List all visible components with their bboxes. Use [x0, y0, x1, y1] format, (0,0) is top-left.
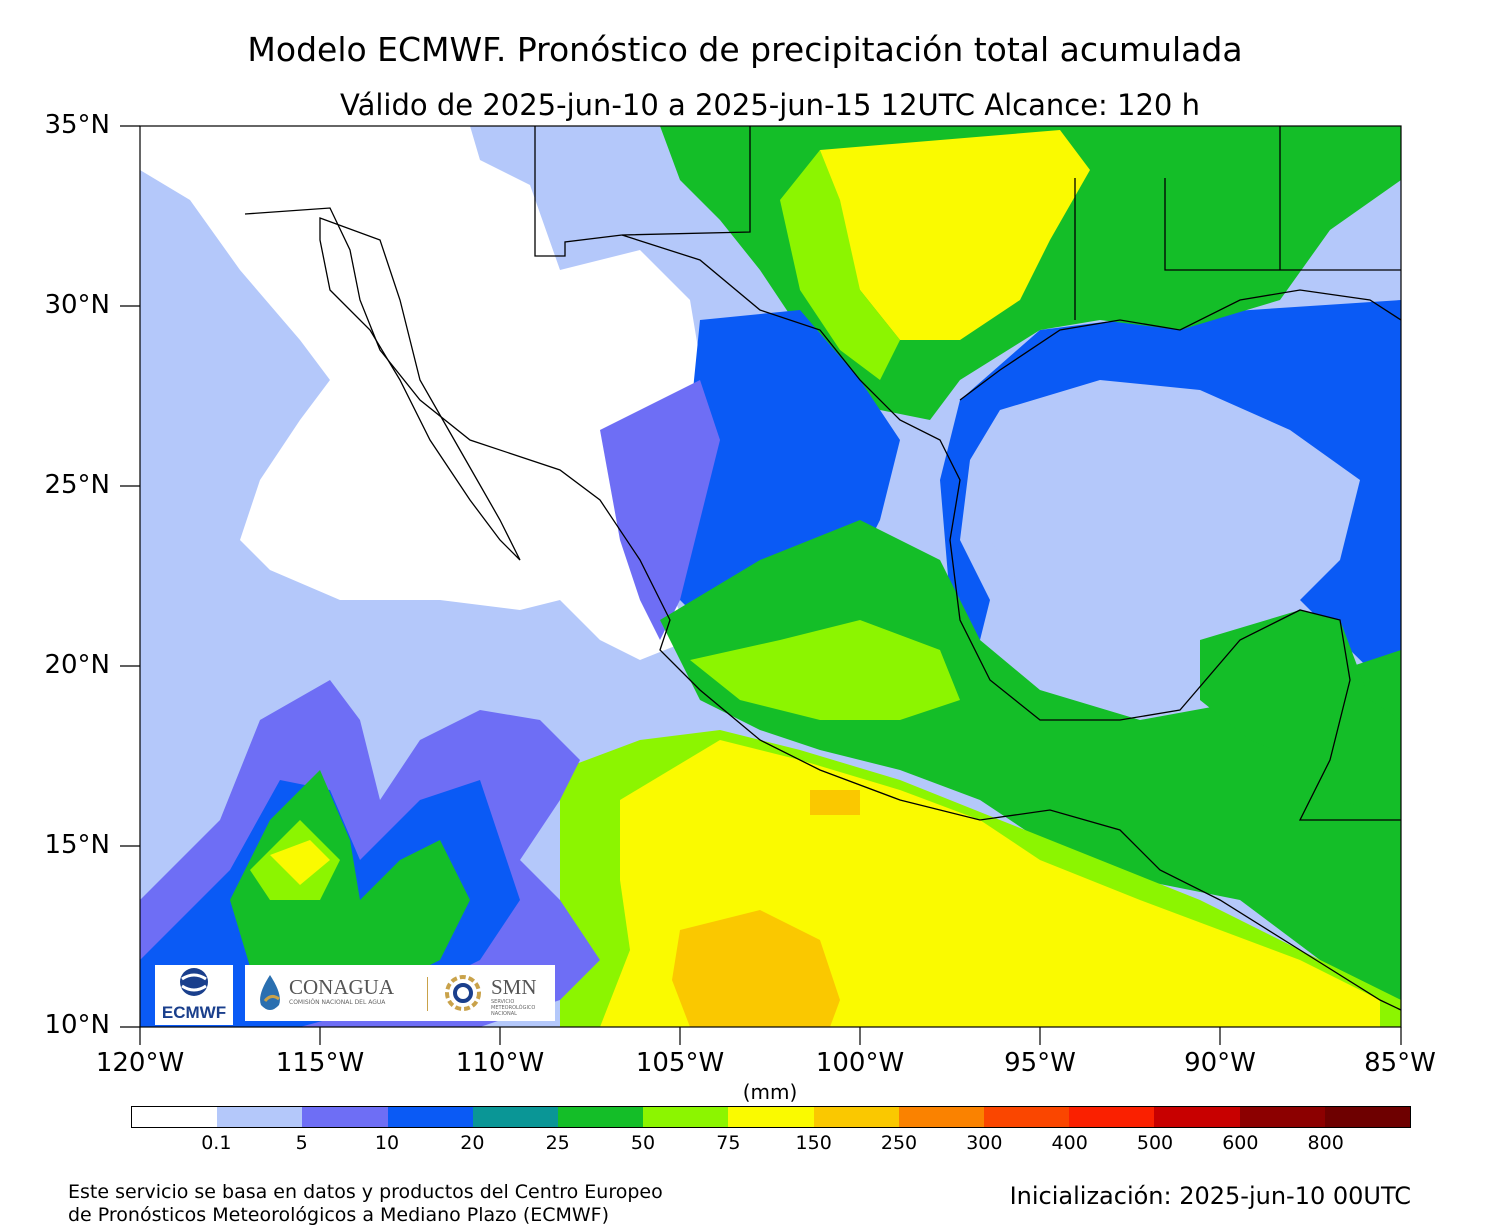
lat-label-25: 25°N	[44, 470, 110, 500]
conagua-drop-icon	[260, 975, 280, 1010]
field-gulf	[980, 380, 1380, 690]
field-25mm-yucatan	[1200, 610, 1401, 820]
initialization-text: Inicialización: 2025-jun-10 00UTC	[1009, 1182, 1411, 1210]
colorbar-tick-label: 500	[1136, 1132, 1174, 1154]
colorbar-tick-label: 20	[460, 1132, 485, 1154]
colorbar-tick-label: 800	[1307, 1132, 1344, 1154]
colorbar-segment	[728, 1107, 814, 1127]
colorbar	[131, 1106, 1411, 1128]
field-150mm-texas	[800, 130, 1090, 340]
lat-label-35: 35°N	[44, 110, 110, 140]
axis-ticks	[120, 125, 1402, 1045]
field-25mm-sw	[230, 770, 470, 1000]
smn-logo-subtext: SERVICIO METEOROLÓGICO NACIONAL	[491, 999, 536, 1017]
field-75mm-texas	[780, 150, 900, 380]
colorbar-tick-label: 5	[295, 1132, 308, 1154]
lat-label-10: 10°N	[44, 1010, 110, 1040]
colorbar-segment	[1069, 1107, 1155, 1127]
smn-logo-text: SMN	[491, 975, 537, 999]
colorbar-tick-label: 25	[545, 1132, 570, 1154]
lon-label-100: 100°W	[815, 1048, 905, 1078]
map-subtitle: Válido de 2025-jun-10 a 2025-jun-15 12UT…	[340, 88, 1200, 122]
colorbar-segment	[472, 1107, 559, 1127]
colorbar-segment	[132, 1107, 218, 1127]
colorbar-tick-label: 600	[1222, 1132, 1259, 1154]
lat-label-15: 15°N	[44, 830, 110, 860]
conagua-logo-subtext: COMISIÓN NACIONAL DEL AGUA	[289, 999, 386, 1006]
colorbar-tick-label: 400	[1051, 1132, 1088, 1154]
lat-label-20: 20°N	[44, 650, 110, 680]
lon-label-115: 115°W	[275, 1048, 365, 1078]
logo-divider	[427, 977, 428, 1011]
colorbar-units: (mm)	[742, 1080, 798, 1104]
lon-label-95: 95°W	[1004, 1048, 1076, 1078]
field-10mm-gulf	[940, 300, 1401, 700]
field-dry-baja	[140, 126, 700, 660]
colorbar-ticks: 0.1 5 10 20 25 50 75 150 250 300 400 500 600 800	[131, 1132, 1411, 1158]
colorbar-tick-label: 250	[880, 1132, 918, 1154]
credit-line-2: de Pronósticos Meteorológicos a Mediano …	[68, 1204, 610, 1226]
field-150mm-sw	[270, 840, 330, 885]
colorbar-tick-label: 10	[374, 1132, 400, 1154]
colorbar-segment	[984, 1107, 1070, 1127]
colorbar-segment	[1324, 1107, 1411, 1127]
lon-label-110: 110°W	[455, 1048, 545, 1078]
colorbar-segment	[387, 1107, 473, 1127]
colorbar-tick-label: 300	[966, 1132, 1003, 1154]
field-5mm-west	[600, 380, 720, 640]
colorbar-tick-label: 150	[795, 1132, 832, 1154]
colorbar-tick-label: 0.1	[201, 1132, 232, 1154]
map-title: Modelo ECMWF. Pronóstico de precipitació…	[247, 30, 1243, 69]
lat-label-30: 30°N	[44, 290, 110, 320]
colorbar-segment	[1154, 1107, 1240, 1127]
colorbar-segment	[1239, 1107, 1325, 1127]
credit-line-1: Este servicio se basa en datos y product…	[68, 1181, 663, 1203]
smn-emblem-icon	[445, 975, 481, 1011]
coastlines	[244, 126, 1401, 1011]
colorbar-tick-label: 50	[630, 1132, 656, 1154]
field-75mm-central	[690, 620, 960, 720]
colorbar-segment	[217, 1107, 303, 1127]
credit-text: Este servicio se basa en datos y product…	[68, 1181, 663, 1227]
plot-frame	[139, 125, 1402, 1028]
conagua-logo-text: CONAGUA	[289, 975, 394, 999]
colorbar-segment	[558, 1107, 644, 1127]
colorbar-segment	[898, 1107, 985, 1127]
lon-label-120: 120°W	[95, 1048, 185, 1078]
lon-label-90: 90°W	[1184, 1048, 1256, 1078]
conagua-smn-logo: CONAGUA COMISIÓN NACIONAL DEL AGUA SMN S…	[245, 965, 555, 1021]
ecmwf-emblem-icon	[180, 968, 208, 996]
field-250mm-blob2	[810, 790, 860, 815]
ecmwf-logo: ECMWF	[155, 965, 233, 1025]
colorbar-segment	[813, 1107, 899, 1127]
lon-label-105: 105°W	[635, 1048, 725, 1078]
field-250mm-pacific	[672, 910, 840, 1027]
colorbar-segment	[302, 1107, 388, 1127]
ecmwf-logo-text: ECMWF	[161, 1003, 227, 1022]
lon-label-85: 85°W	[1364, 1048, 1436, 1078]
colorbar-tick-label: 75	[716, 1132, 741, 1154]
colorbar-segment	[643, 1107, 729, 1127]
